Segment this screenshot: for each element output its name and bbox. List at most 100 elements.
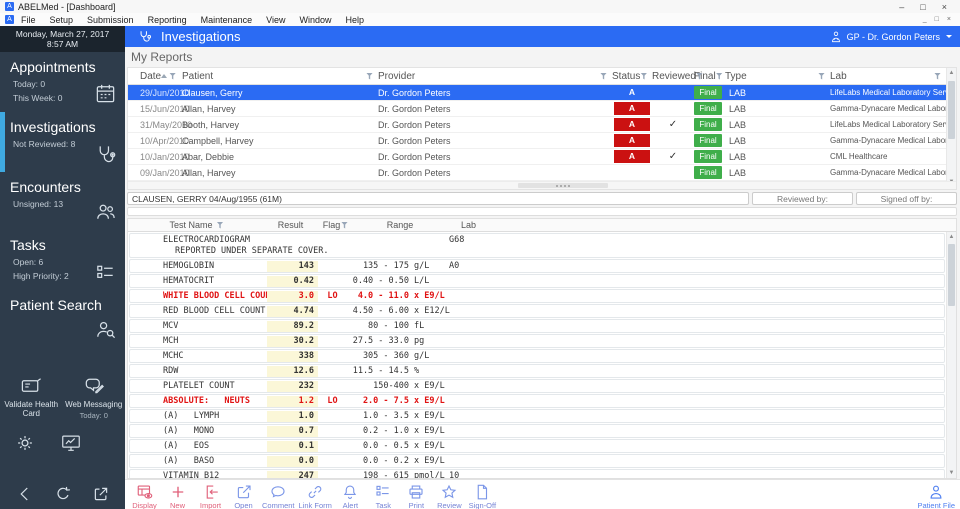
reviewed-by-button[interactable]: Reviewed by: <box>752 192 853 205</box>
menu-item[interactable]: Window <box>299 14 332 25</box>
comment-button[interactable]: Comment <box>260 483 297 509</box>
person-icon <box>930 485 942 499</box>
stethoscope-icon <box>99 146 116 163</box>
result-row[interactable]: PLATELET COUNT 232 150-400 x E9/L <box>129 379 945 393</box>
menu-item[interactable]: Help <box>345 14 365 25</box>
open-button[interactable]: Open <box>227 483 260 509</box>
result-row[interactable]: HEMATOCRIT 0.42 0.40 - 0.50 L/L <box>129 274 945 288</box>
menu-item[interactable]: Reporting <box>147 14 187 25</box>
monitor-icon[interactable] <box>60 432 82 454</box>
scroll-up-icon[interactable]: ▲ <box>948 70 955 76</box>
result-row[interactable]: (A) LYMPH 1.0 1.0 - 3.5 x E9/L <box>129 409 945 423</box>
scrollbar-thumb[interactable] <box>948 244 955 306</box>
filter-icon[interactable] <box>341 221 348 229</box>
menu-item[interactable]: File <box>21 14 36 25</box>
column-header-date[interactable]: Date <box>128 68 178 84</box>
sidebar-item-patient-search[interactable]: Patient Search <box>0 290 125 345</box>
result-row[interactable]: MCV 89.2 80 - 100 fL <box>129 319 945 333</box>
scroll-down-icon[interactable]: ▼ <box>948 470 955 476</box>
review-button[interactable]: Review <box>433 483 466 509</box>
result-row[interactable]: (A) MONO 0.7 0.2 - 1.0 x E9/L <box>129 424 945 438</box>
menu-item[interactable]: Setup <box>49 14 74 25</box>
filter-icon[interactable] <box>169 72 177 80</box>
scroll-up-icon[interactable]: ▲ <box>948 234 955 240</box>
sidebar-item-appointments[interactable]: Appointments Today: 0 This Week: 0 <box>0 52 125 112</box>
new-button[interactable]: New <box>161 483 194 509</box>
result-row[interactable]: (A) EOS 0.1 0.0 - 0.5 x E9/L <box>129 439 945 453</box>
result-row[interactable]: WHITE BLOOD CELL COUNT 3.0 LO 4.0 - 11.0… <box>129 289 945 303</box>
scrollbar-thumb[interactable] <box>948 81 955 139</box>
lab-code <box>445 411 944 422</box>
final-badge: Final <box>694 118 722 131</box>
column-header-status[interactable]: Status <box>612 68 652 84</box>
column-header-final[interactable]: Final <box>694 68 725 84</box>
filter-icon[interactable] <box>600 72 607 80</box>
report-row[interactable]: 15/Jun/2010 Allan, Harvey Dr. Gordon Pet… <box>128 101 946 117</box>
maximize-button[interactable]: □ <box>920 1 926 12</box>
alert-button[interactable]: Alert <box>334 483 367 509</box>
final-cell: Final <box>694 150 725 163</box>
report-row[interactable]: 31/May/2010 Booth, Harvey Dr. Gordon Pet… <box>128 117 946 133</box>
back-button[interactable] <box>16 485 34 503</box>
column-header-flag[interactable]: Flag <box>322 220 341 230</box>
sidebar-item-tasks[interactable]: Tasks Open: 6 High Priority: 2 <box>0 230 125 290</box>
report-row[interactable]: 10/Apr/2010 Campbell, Harvey Dr. Gordon … <box>128 133 946 149</box>
gear-icon[interactable] <box>14 432 36 454</box>
result-row[interactable]: (A) BASO 0.0 0.0 - 0.2 x E9/L <box>129 454 945 468</box>
menu-item[interactable]: Submission <box>87 14 134 25</box>
sidebar-item-investigations[interactable]: Investigations Not Reviewed: 8 <box>0 112 125 172</box>
bell-icon <box>344 485 357 499</box>
filter-icon[interactable] <box>640 72 648 80</box>
result-row[interactable]: MCH 30.2 27.5 - 33.0 pg <box>129 334 945 348</box>
result-row[interactable]: ABSOLUTE: NEUTS 1.2 LO 2.0 - 7.5 x E9/L <box>129 394 945 408</box>
unit-value: x E9/L <box>414 411 445 421</box>
filter-icon[interactable] <box>715 72 723 80</box>
close-button[interactable]: × <box>941 1 947 12</box>
vertical-scrollbar[interactable]: ▲ ▼ <box>946 68 956 187</box>
column-header-provider[interactable]: Provider <box>378 68 612 84</box>
result-row[interactable]: ELECTROCARDIOGRAM G68 REPORTED UNDER SEP… <box>129 233 945 258</box>
column-header-patient[interactable]: Patient <box>178 68 378 84</box>
sidebar-item-encounters[interactable]: Encounters Unsigned: 13 <box>0 172 125 230</box>
result-row[interactable]: RDW 12.6 11.5 - 14.5 % <box>129 364 945 378</box>
report-row[interactable]: 29/Jun/2010 Clausen, Gerry Dr. Gordon Pe… <box>128 85 946 101</box>
report-row[interactable]: 10/Jan/2010 Abar, Debbie Dr. Gordon Pete… <box>128 149 946 165</box>
open-external-button[interactable] <box>92 485 110 503</box>
mdi-close-button[interactable]: × <box>946 16 951 23</box>
validate-health-card-button[interactable]: Validate Health Card <box>0 374 63 420</box>
horizontal-scrollbar[interactable] <box>128 181 956 189</box>
column-header-reviewed[interactable]: Reviewed <box>652 68 703 84</box>
vertical-scrollbar[interactable]: ▲ ▼ <box>946 232 956 478</box>
import-button[interactable]: Import <box>194 483 227 509</box>
sign-off-button[interactable]: Sign-Off <box>466 483 499 509</box>
mdi-restore-button[interactable]: □ <box>934 16 939 23</box>
mdi-minimize-button[interactable]: _ <box>922 16 927 23</box>
menu-item[interactable]: View <box>266 14 286 25</box>
print-button[interactable]: Print <box>400 483 433 509</box>
refresh-button[interactable] <box>54 485 72 503</box>
result-row[interactable]: HEMOGLOBIN 143 135 - 175 g/L A0 <box>129 259 945 273</box>
final-cell: Final <box>694 86 725 99</box>
report-row[interactable]: 09/Jan/2010 Allan, Harvey Dr. Gordon Pet… <box>128 165 946 181</box>
column-header-lab[interactable]: Lab <box>830 68 946 84</box>
filter-icon[interactable] <box>934 72 941 80</box>
scrollbar-grip[interactable] <box>518 183 608 188</box>
filter-icon[interactable] <box>366 72 373 80</box>
web-messaging-button[interactable]: Web Messaging Today: 0 <box>63 374 126 420</box>
signed-off-by-button[interactable]: Signed off by: <box>856 192 957 205</box>
column-header-type[interactable]: Type <box>725 68 830 84</box>
display-button[interactable]: Display <box>128 483 161 509</box>
result-row[interactable]: MCHC 338 305 - 360 g/L <box>129 349 945 363</box>
user-menu[interactable]: GP - Dr. Gordon Peters <box>829 30 952 44</box>
link-form-button[interactable]: Link Form <box>297 483 334 509</box>
result-row[interactable]: RED BLOOD CELL COUNT 4.74 4.50 - 6.00 x … <box>129 304 945 318</box>
filter-icon[interactable] <box>695 72 703 80</box>
column-header-test-name[interactable]: Test Name <box>128 219 265 231</box>
menu-item[interactable]: Maintenance <box>200 14 253 25</box>
filter-icon[interactable] <box>818 72 825 80</box>
result-row[interactable]: VITAMIN B12 247 198 - 615 pmol/L 10 <box>129 469 945 478</box>
task-button[interactable]: Task <box>367 483 400 509</box>
patient-file-button[interactable]: Patient File <box>915 483 957 509</box>
filter-icon[interactable] <box>216 221 224 229</box>
minimize-button[interactable]: – <box>899 1 905 12</box>
